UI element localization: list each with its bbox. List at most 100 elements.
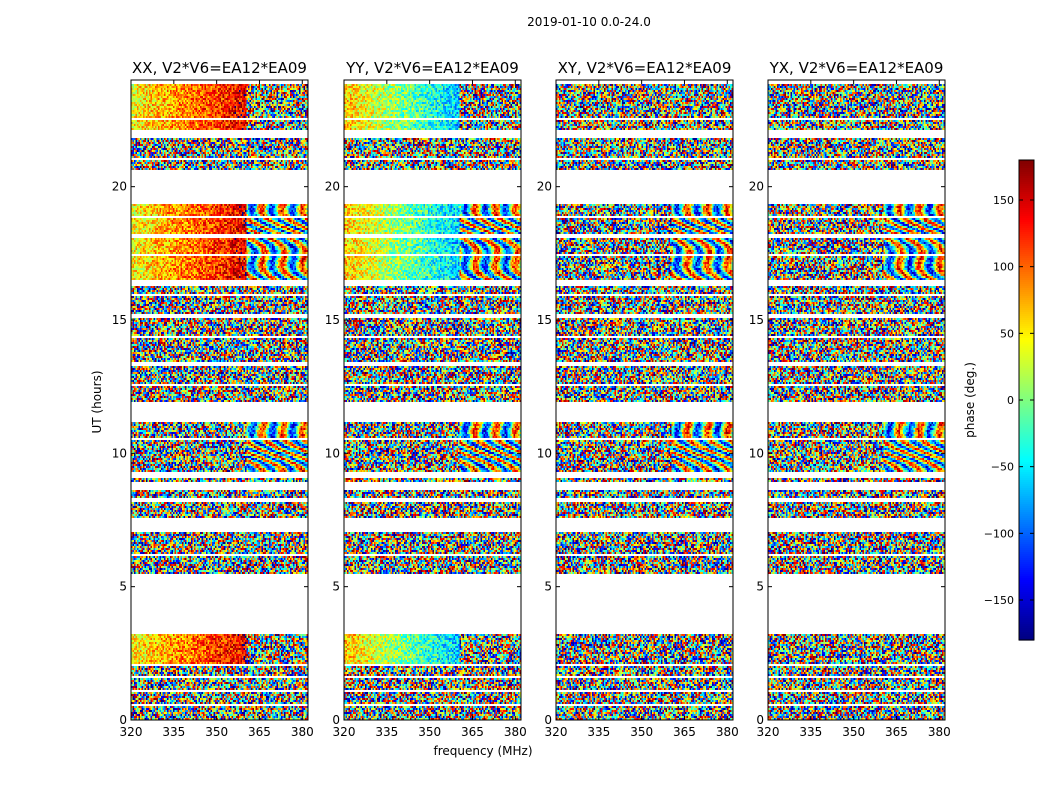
- colorbar-cell: [1019, 204, 1034, 207]
- colorbar-tick-label: −50: [991, 461, 1014, 474]
- colorbar-cell: [1019, 396, 1034, 399]
- colorbar-cell: [1019, 600, 1034, 603]
- y-tick-label: 5: [119, 580, 127, 594]
- x-tick-label: 380: [716, 725, 739, 739]
- colorbar-cell: [1019, 248, 1034, 251]
- colorbar-cell: [1019, 486, 1034, 489]
- colorbar-cell: [1019, 230, 1034, 233]
- colorbar-cell: [1019, 538, 1034, 541]
- colorbar-cell: [1019, 422, 1034, 425]
- colorbar-cell: [1019, 276, 1034, 279]
- colorbar-cell: [1019, 188, 1034, 191]
- y-tick-label: 15: [112, 313, 127, 327]
- colorbar-cell: [1019, 324, 1034, 327]
- colorbar-cell: [1019, 250, 1034, 253]
- x-tick-label: 365: [673, 725, 696, 739]
- colorbar-tick-label: −100: [984, 527, 1014, 540]
- colorbar-cell: [1019, 496, 1034, 499]
- colorbar-cell: [1019, 610, 1034, 613]
- colorbar-cell: [1019, 318, 1034, 321]
- colorbar-tick-label: 50: [1000, 327, 1014, 340]
- colorbar-cell: [1019, 390, 1034, 393]
- colorbar-cell: [1019, 454, 1034, 457]
- colorbar-cell: [1019, 360, 1034, 363]
- colorbar-cell: [1019, 476, 1034, 479]
- colorbar-cell: [1019, 622, 1034, 625]
- colorbar-cell: [1019, 522, 1034, 525]
- colorbar-cell: [1019, 426, 1034, 429]
- colorbar-cell: [1019, 530, 1034, 533]
- colorbar-cell: [1019, 302, 1034, 305]
- y-tick-label: 15: [325, 313, 340, 327]
- colorbar-cell: [1019, 244, 1034, 247]
- colorbar-cell: [1019, 376, 1034, 379]
- colorbar-cell: [1019, 222, 1034, 225]
- colorbar-cell: [1019, 414, 1034, 417]
- colorbar-cell: [1019, 490, 1034, 493]
- colorbar-cell: [1019, 462, 1034, 465]
- colorbar-cell: [1019, 320, 1034, 323]
- colorbar-cell: [1019, 436, 1034, 439]
- y-tick-label: 15: [537, 313, 552, 327]
- colorbar-cell: [1019, 458, 1034, 461]
- y-tick-label: 5: [544, 580, 552, 594]
- axes-frame: [767, 79, 946, 721]
- colorbar-cell: [1019, 196, 1034, 199]
- colorbar-cell: [1019, 432, 1034, 435]
- colorbar-cell: [1019, 444, 1034, 447]
- colorbar-cell: [1019, 598, 1034, 601]
- colorbar: −150 −100 −50 0 50 100 150: [984, 159, 1035, 641]
- colorbar-cell: [1019, 546, 1034, 549]
- y-tick-label: 20: [749, 180, 764, 194]
- colorbar-cell: [1019, 498, 1034, 501]
- colorbar-cell: [1019, 446, 1034, 449]
- colorbar-cell: [1019, 336, 1034, 339]
- colorbar-cell: [1019, 280, 1034, 283]
- panels: XX, V2*V6=EA12*EA09 320 335 350 365 380 0 5 10 15…: [112, 59, 951, 739]
- colorbar-cell: [1019, 322, 1034, 325]
- colorbar-cell: [1019, 362, 1034, 365]
- y-axis-label: UT (hours): [90, 370, 104, 433]
- colorbar-cell: [1019, 296, 1034, 299]
- y-tick-label: 10: [749, 446, 764, 460]
- colorbar-cell: [1019, 368, 1034, 371]
- x-tick-label: 350: [842, 725, 865, 739]
- colorbar-cell: [1019, 370, 1034, 373]
- colorbar-cell: [1019, 536, 1034, 539]
- colorbar-cell: [1019, 274, 1034, 277]
- panel-title: XY, V2*V6=EA12*EA09: [558, 59, 732, 77]
- colorbar-cell: [1019, 564, 1034, 567]
- colorbar-cell: [1019, 410, 1034, 413]
- colorbar-cell: [1019, 588, 1034, 591]
- colorbar-cell: [1019, 404, 1034, 407]
- colorbar-cell: [1019, 212, 1034, 215]
- colorbar-cell: [1019, 630, 1034, 633]
- colorbar-cell: [1019, 220, 1034, 223]
- colorbar-cell: [1019, 308, 1034, 311]
- colorbar-cell: [1019, 358, 1034, 361]
- colorbar-cell: [1019, 584, 1034, 587]
- colorbar-cell: [1019, 270, 1034, 273]
- colorbar-cell: [1019, 254, 1034, 257]
- colorbar-cell: [1019, 240, 1034, 243]
- colorbar-cell: [1019, 488, 1034, 491]
- colorbar-cell: [1019, 586, 1034, 589]
- colorbar-cell: [1019, 464, 1034, 467]
- colorbar-cell: [1019, 194, 1034, 197]
- colorbar-cell: [1019, 478, 1034, 481]
- colorbar-cell: [1019, 602, 1034, 605]
- colorbar-cell: [1019, 516, 1034, 519]
- x-tick-label: 365: [248, 725, 271, 739]
- colorbar-cell: [1019, 272, 1034, 275]
- colorbar-cell: [1019, 514, 1034, 517]
- colorbar-cell: [1019, 624, 1034, 627]
- colorbar-cell: [1019, 354, 1034, 357]
- colorbar-cell: [1019, 482, 1034, 485]
- colorbar-cell: [1019, 576, 1034, 579]
- colorbar-cell: [1019, 590, 1034, 593]
- colorbar-cell: [1019, 266, 1034, 269]
- x-tick-label: 335: [587, 725, 610, 739]
- colorbar-cell: [1019, 448, 1034, 451]
- colorbar-cell: [1019, 164, 1034, 167]
- x-tick-label: 350: [418, 725, 441, 739]
